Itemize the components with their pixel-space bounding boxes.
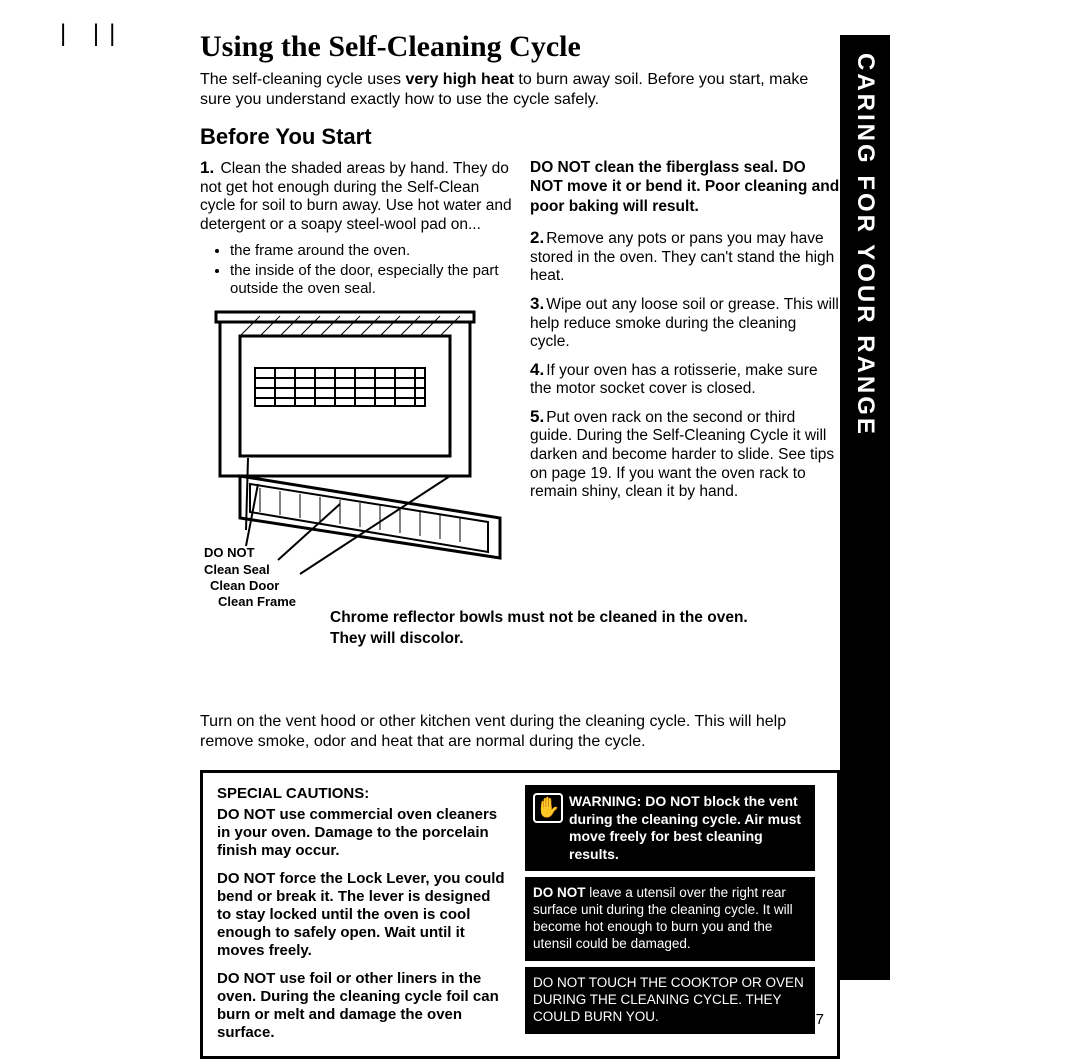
fig-clean-door: Clean Door xyxy=(210,578,296,594)
fig-do-not: DO NOT xyxy=(204,545,296,561)
step-4: 4.If your oven has a rotisserie, make su… xyxy=(530,360,840,399)
section-tab: CARING FOR YOUR RANGE xyxy=(840,35,890,980)
caution-2: DO NOT force the Lock Lever, you could b… xyxy=(217,870,507,960)
intro-bold: very high heat xyxy=(405,71,513,88)
caution-3: DO NOT use foil or other liners in the o… xyxy=(217,970,507,1042)
step-2: 2.Remove any pots or pans you may have s… xyxy=(530,228,840,286)
vent-paragraph: Turn on the vent hood or other kitchen v… xyxy=(200,712,840,752)
step-1: 1. Clean the shaded areas by hand. They … xyxy=(200,158,512,234)
warning-vent-text: WARNING: DO NOT block the vent during th… xyxy=(569,793,807,863)
page-number: 17 xyxy=(807,1011,824,1028)
figure-labels: DO NOT Clean Seal Clean Door Clean Frame xyxy=(204,545,296,610)
special-cautions-box: SPECIAL CAUTIONS: DO NOT use commercial … xyxy=(200,770,840,1059)
cautions-title: SPECIAL CAUTIONS: xyxy=(217,785,507,802)
do-not-seal-warning: DO NOT clean the fiberglass seal. DO NOT… xyxy=(530,158,840,216)
warning-vent-box: ✋ WARNING: DO NOT block the vent during … xyxy=(525,785,815,871)
step-3: 3.Wipe out any loose soil or grease. Thi… xyxy=(530,294,840,352)
c1-dn: DO NOT xyxy=(217,806,275,823)
step4-text: If your oven has a rotisserie, make sure… xyxy=(530,362,818,398)
subheading: Before You Start xyxy=(200,124,840,150)
step1-num: 1. xyxy=(200,158,214,177)
bullet-frame: the frame around the oven. xyxy=(230,242,512,260)
bullet-door: the inside of the door, especially the p… xyxy=(230,262,512,298)
warning-utensil-box: DO NOT leave a utensil over the right re… xyxy=(525,877,815,961)
warning-touch-box: DO NOT TOUCH THE COOKTOP OR OVEN DURING … xyxy=(525,967,815,1034)
step4-num: 4. xyxy=(530,360,544,379)
fig-clean-seal: Clean Seal xyxy=(204,562,296,578)
step3-text: Wipe out any loose soil or grease. This … xyxy=(530,296,839,350)
hand-icon: ✋ xyxy=(533,793,563,823)
page-title: Using the Self-Cleaning Cycle xyxy=(200,30,840,64)
section-tab-label: CARING FOR YOUR RANGE xyxy=(851,53,879,437)
intro-paragraph: The self-cleaning cycle uses very high h… xyxy=(200,70,840,110)
c2-dn: DO NOT xyxy=(217,870,275,887)
intro-a: The self-cleaning cycle uses xyxy=(200,71,405,88)
step1-bullets: the frame around the oven. the inside of… xyxy=(230,242,512,298)
step5-num: 5. xyxy=(530,407,544,426)
step2-num: 2. xyxy=(530,228,544,247)
w2-dn: DO NOT xyxy=(533,885,586,900)
scan-marks: | || xyxy=(60,20,125,48)
step-5: 5.Put oven rack on the second or third g… xyxy=(530,407,840,502)
step3-num: 3. xyxy=(530,294,544,313)
caution-1: DO NOT use commercial oven cleaners in y… xyxy=(217,806,507,860)
step5-text: Put oven rack on the second or third gui… xyxy=(530,409,834,500)
c3-dn: DO NOT xyxy=(217,970,275,987)
step2-text: Remove any pots or pans you may have sto… xyxy=(530,230,834,284)
step1-text: Clean the shaded areas by hand. They do … xyxy=(200,160,512,233)
chrome-bowls-note: Chrome reflector bowls must not be clean… xyxy=(330,608,750,648)
oven-diagram: DO NOT Clean Seal Clean Door Clean Frame xyxy=(200,308,512,598)
